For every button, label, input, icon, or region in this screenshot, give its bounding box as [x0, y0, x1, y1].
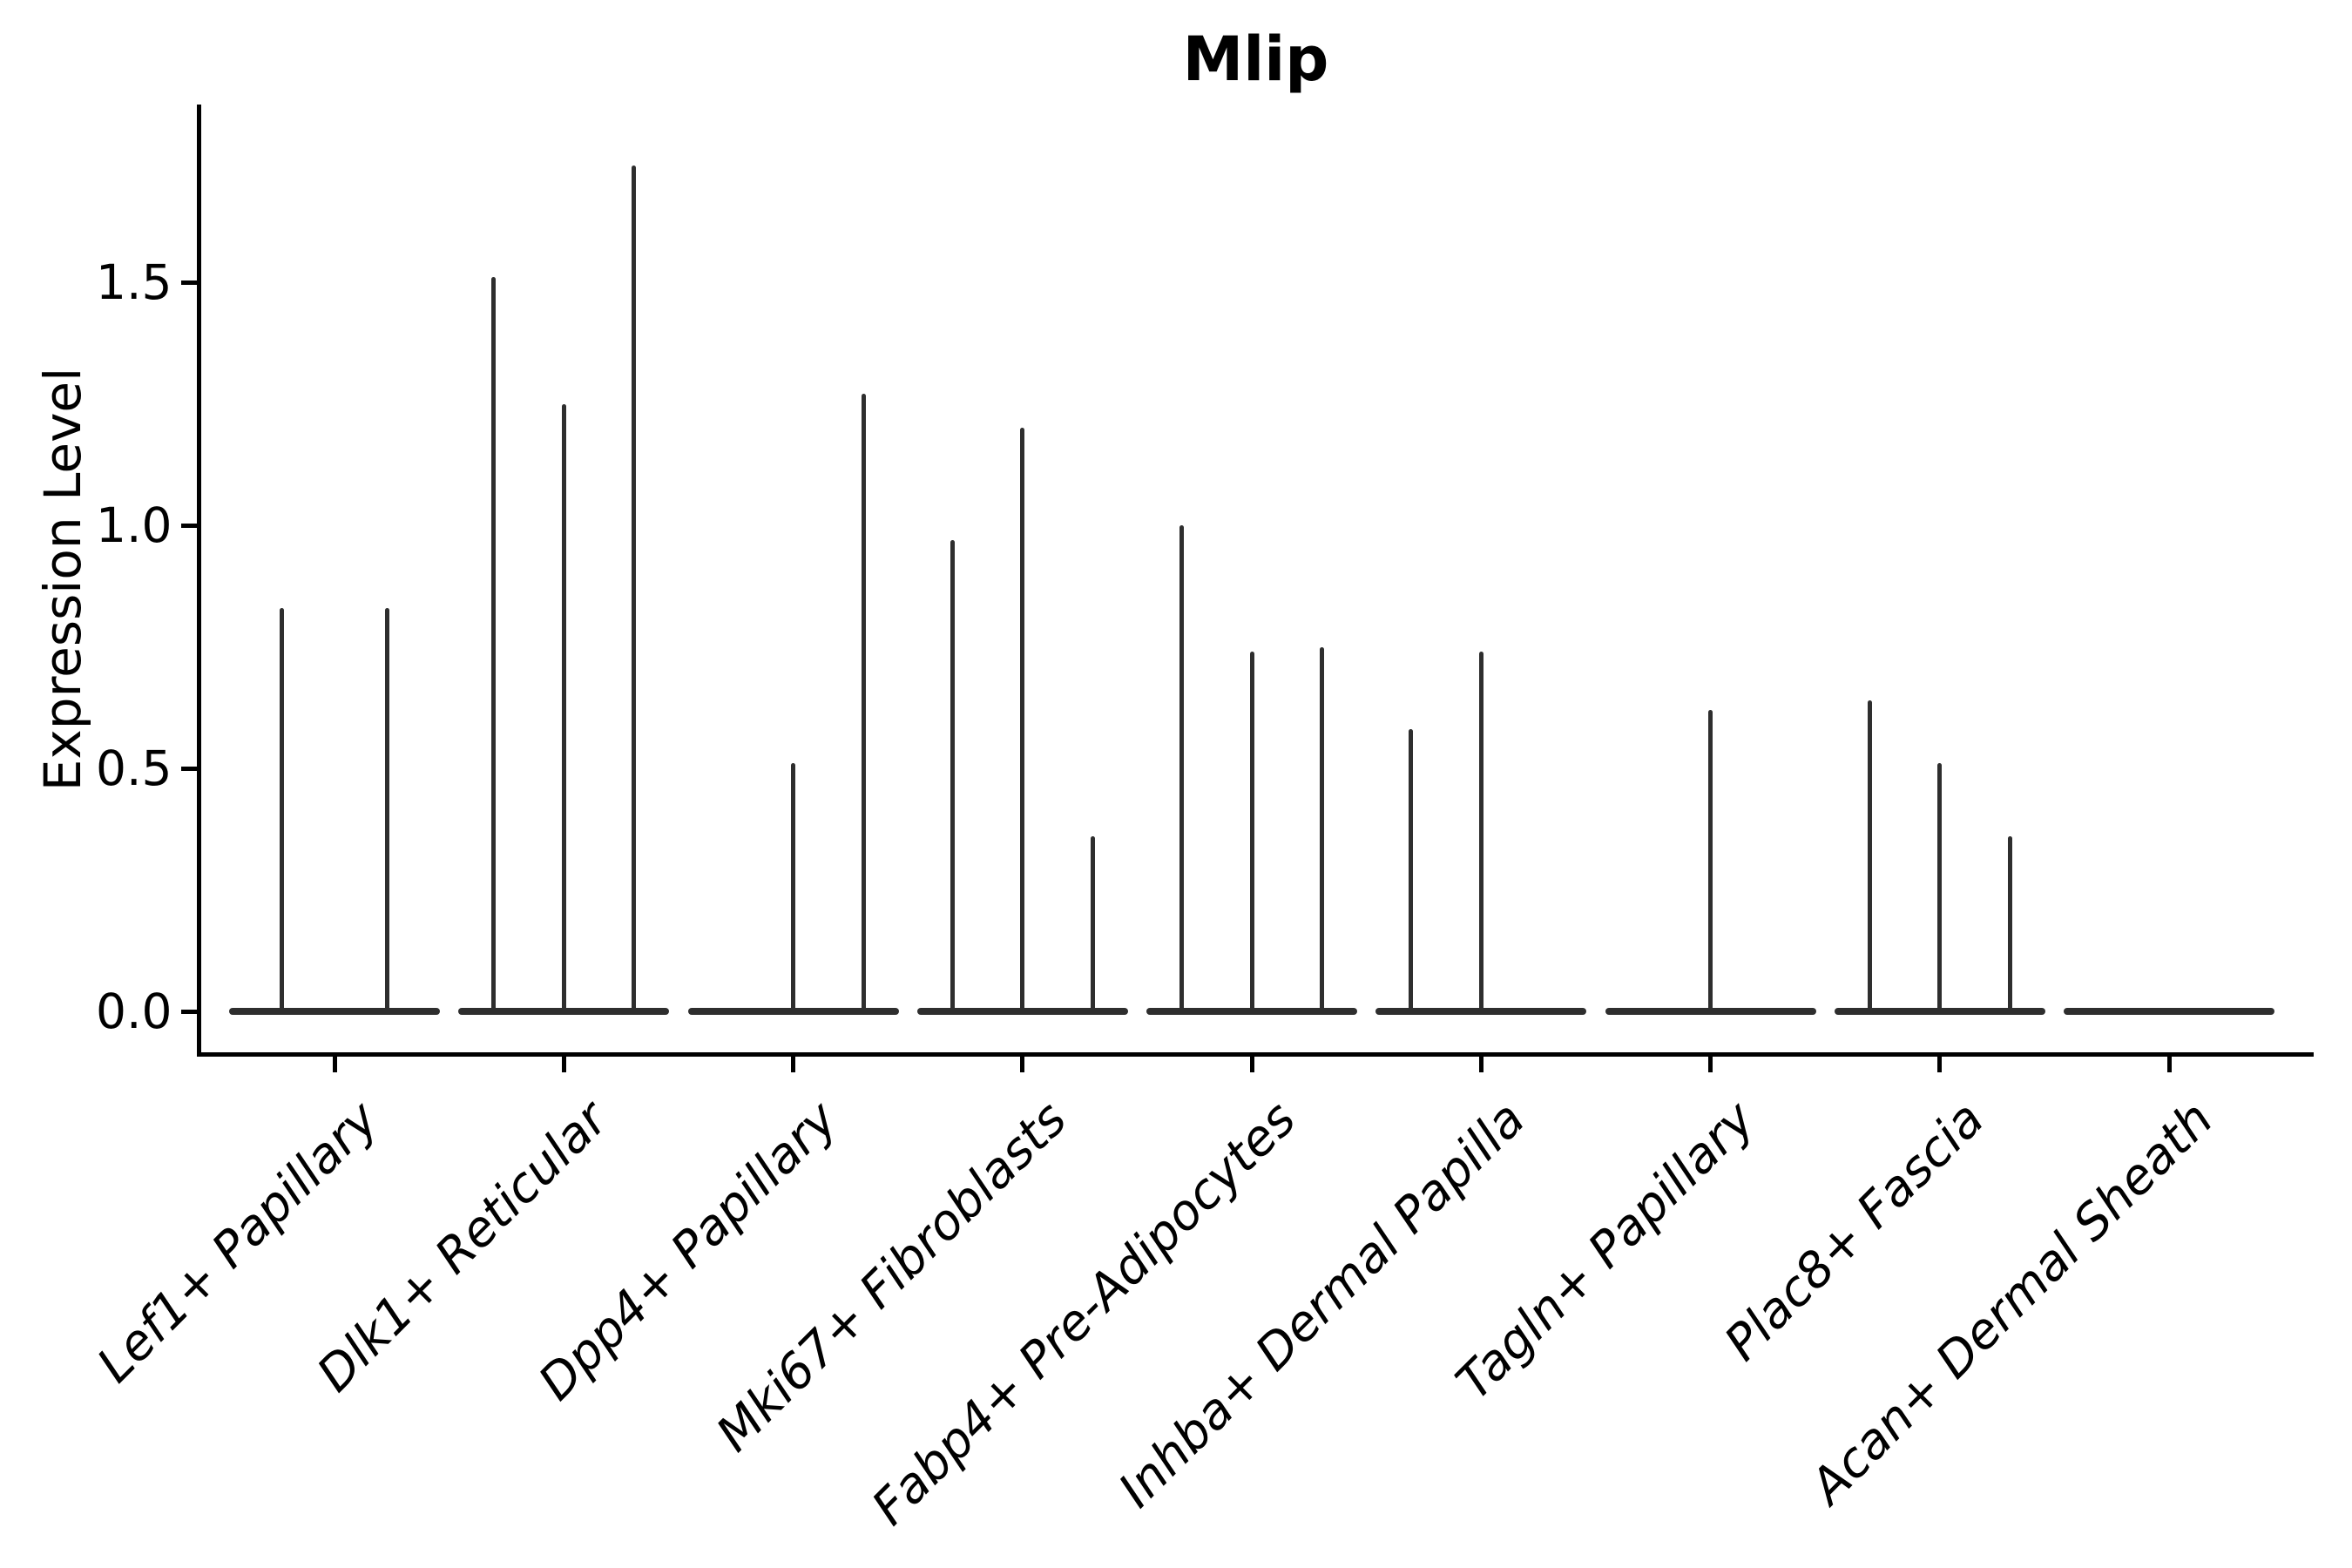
chart-title: Mlip [1182, 24, 1329, 95]
violin-spike [1249, 652, 1254, 1011]
y-tick-label: 0.5 [96, 740, 172, 796]
violin-spike [1409, 729, 1414, 1011]
violin-spike [1478, 652, 1484, 1011]
x-axis-spine [196, 1052, 2314, 1057]
violin-spike [385, 607, 389, 1011]
x-tick [791, 1057, 795, 1072]
y-tick [180, 523, 197, 528]
violin-baseline [2064, 1008, 2274, 1015]
x-tick [1020, 1057, 1025, 1072]
x-tick [1937, 1057, 1943, 1072]
violin-spike [491, 277, 497, 1011]
violin-spike [950, 539, 955, 1011]
violin-spike [1320, 646, 1325, 1011]
violin-spike [1179, 525, 1184, 1011]
violin-baseline [687, 1008, 899, 1015]
y-axis-spine [196, 105, 201, 1057]
y-tick-label: 1.5 [96, 254, 172, 310]
violin-baseline [1834, 1008, 2045, 1015]
violin-spike [1867, 700, 1872, 1011]
x-tick [561, 1057, 566, 1072]
violin-spike [791, 763, 795, 1011]
violin-spike [632, 166, 637, 1011]
y-tick-label: 1.0 [96, 497, 172, 553]
violin-spike [2007, 836, 2012, 1011]
violin-spike [1090, 836, 1095, 1011]
violin-spike [280, 607, 284, 1011]
x-tick [2166, 1057, 2172, 1072]
violin-baseline [1146, 1008, 1357, 1015]
violin-baseline [1375, 1008, 1587, 1015]
x-tick [1708, 1057, 1713, 1072]
violin-spike [1708, 710, 1713, 1011]
y-tick [180, 280, 197, 285]
y-tick [180, 766, 197, 771]
violin-baseline [916, 1008, 1128, 1015]
y-axis-label: Expression Level [33, 367, 92, 792]
y-tick-label: 0.0 [96, 983, 172, 1039]
y-tick [180, 1009, 197, 1014]
x-tick [1478, 1057, 1484, 1072]
violin-spike [1937, 763, 1943, 1011]
x-tick [332, 1057, 337, 1072]
violin-spike [861, 394, 866, 1011]
violin-baseline [1605, 1008, 1816, 1015]
x-tick [1249, 1057, 1254, 1072]
violin-baseline [229, 1008, 440, 1015]
violin-spike [1020, 428, 1025, 1011]
violin-baseline [458, 1008, 670, 1015]
violin-spike [561, 403, 566, 1011]
